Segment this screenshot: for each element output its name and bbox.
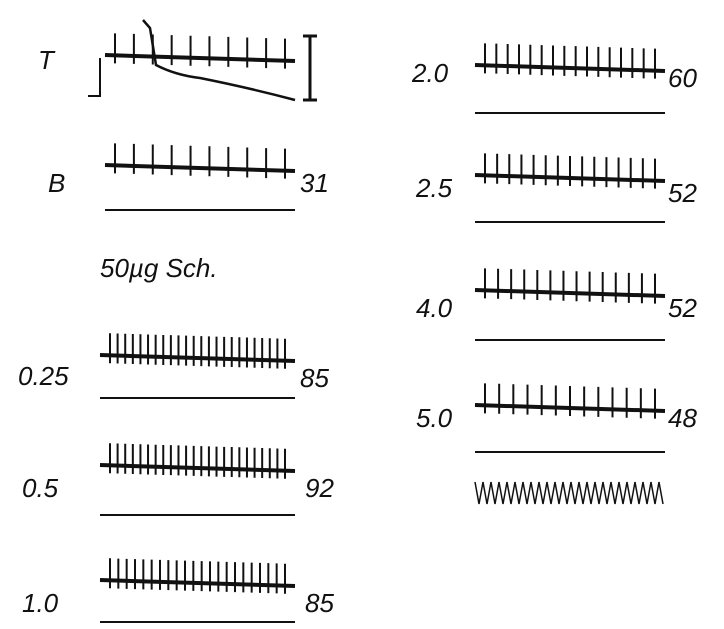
trace-thick: [99, 578, 296, 588]
trace: [474, 383, 666, 419]
trace: [474, 153, 666, 189]
time-marker: [474, 481, 664, 505]
trace-value: 52: [668, 293, 697, 323]
trace-label: 0.5: [22, 473, 59, 503]
trace-thick: [104, 53, 296, 63]
trace: [99, 443, 296, 479]
trace-thick: [474, 173, 666, 183]
trace-value: 31: [300, 168, 329, 198]
calibration-bar: [303, 34, 317, 102]
trace: [104, 33, 296, 69]
trace: [99, 558, 296, 594]
trace: [474, 43, 666, 79]
trace: [99, 333, 296, 369]
trace-label: 0.25: [18, 361, 69, 391]
trace-value: 52: [668, 178, 697, 208]
trace-value: 60: [668, 63, 697, 93]
trace: [474, 268, 666, 304]
trace: [104, 143, 296, 179]
trace-thick: [474, 63, 666, 73]
heading: 50µg Sch.: [100, 253, 218, 283]
trace-label: T: [38, 45, 56, 75]
trace-label: 1.0: [22, 588, 59, 618]
step: [88, 58, 101, 97]
trace-label: 2.0: [411, 58, 449, 88]
trace-thick: [474, 403, 666, 413]
trace-value: 92: [305, 473, 334, 503]
trace-label: 4.0: [416, 293, 453, 323]
trace-label: 5.0: [416, 403, 453, 433]
trace-thick: [99, 353, 296, 363]
trace-label: 2.5: [415, 173, 453, 203]
trace-thick: [99, 463, 296, 473]
trace-value: 48: [668, 403, 697, 433]
trace-label: B: [48, 168, 65, 198]
trace-value: 85: [305, 588, 334, 618]
trace-value: 85: [300, 363, 329, 393]
trace-thick: [104, 163, 296, 173]
trace-thick: [474, 288, 666, 298]
contraction-curve: [142, 19, 296, 102]
